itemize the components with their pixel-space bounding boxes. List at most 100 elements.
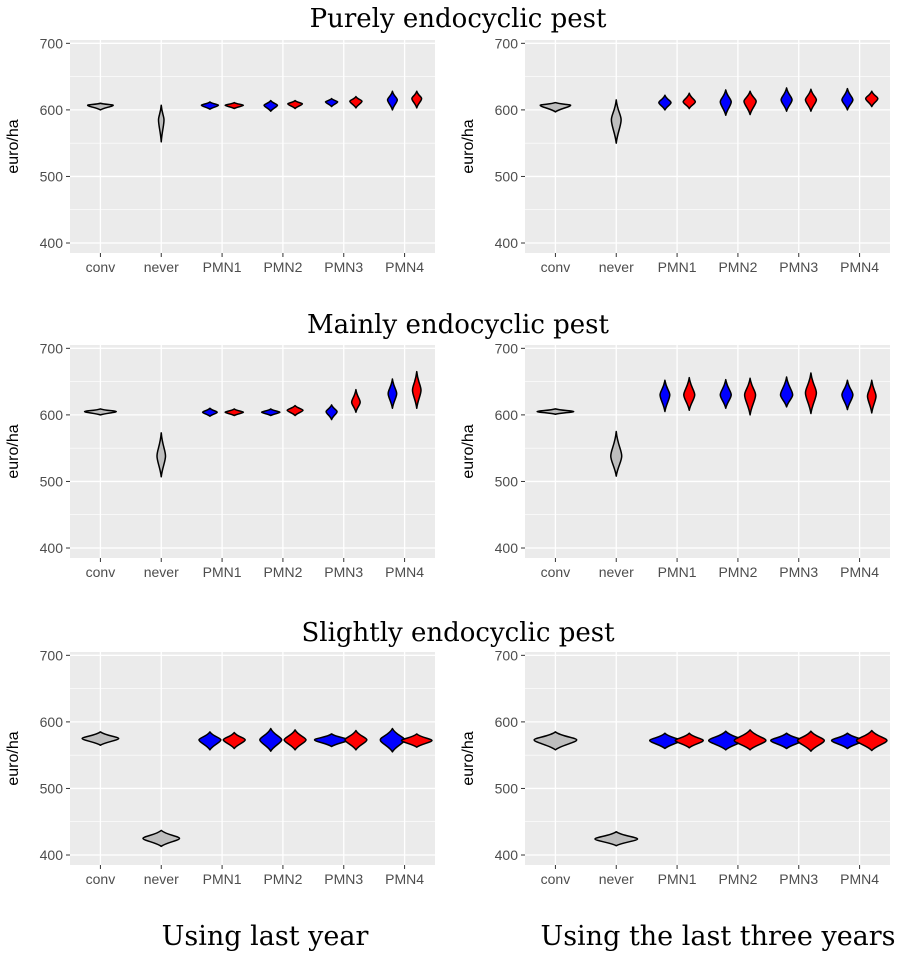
chart-panel-5: 400 500 600 700 conv never PMN1 PMN2 PMN3 PMN4 eur… xyxy=(5,647,435,887)
y-tick-label: 400 xyxy=(495,847,519,863)
chart-panel-1: 400 500 600 700 conv never PMN1 PMN2 PMN3 PMN4 eur… xyxy=(5,35,435,275)
violin-pmn1-red xyxy=(224,101,245,110)
x-tick-label: PMN1 xyxy=(658,259,697,275)
y-tick-label: 500 xyxy=(40,473,64,489)
violin-conv-grey xyxy=(536,408,575,415)
violin-pmn3-blue xyxy=(779,376,794,408)
row-title-purely: Purely endocyclic pest xyxy=(310,4,607,34)
chart-panel-4: 400 500 600 700 conv never PMN1 PMN2 PMN3 PMN4 eur… xyxy=(460,340,890,580)
y-axis-label: euro/ha xyxy=(460,424,477,478)
violin-pmn3-blue xyxy=(325,404,338,421)
x-tick-label: PMN4 xyxy=(840,871,879,887)
violin-pmn4-blue xyxy=(841,379,854,411)
violin-pmn2-red xyxy=(733,729,767,751)
violin-never-grey xyxy=(594,830,639,847)
violin-never-grey xyxy=(157,104,165,143)
x-tick-label: PMN4 xyxy=(840,259,879,275)
violin-pmn4-blue xyxy=(386,90,399,111)
y-tick-label: 700 xyxy=(40,647,64,663)
x-tick-label: PMN1 xyxy=(203,259,242,275)
violin-pmn1-blue xyxy=(201,407,218,417)
violin-pmn1-red xyxy=(224,408,245,417)
violin-pmn2-blue xyxy=(260,408,281,417)
x-tick-label: PMN1 xyxy=(658,871,697,887)
x-tick-label: conv xyxy=(541,259,571,275)
x-tick-label: conv xyxy=(541,871,571,887)
x-tick-label: PMN2 xyxy=(718,564,757,580)
y-axis-label: euro/ha xyxy=(5,119,22,173)
y-tick-label: 500 xyxy=(40,780,64,796)
x-tick-label: conv xyxy=(86,871,116,887)
violin-conv-grey xyxy=(86,102,114,111)
violin-pmn3-red xyxy=(804,372,818,415)
violin-pmn1-blue xyxy=(659,379,671,413)
violin-pmn4-red xyxy=(400,733,433,748)
y-tick-label: 400 xyxy=(40,847,64,863)
violin-pmn4-red xyxy=(855,729,888,752)
violin-pmn2-blue xyxy=(719,378,732,409)
violin-pmn1-blue xyxy=(658,94,672,111)
violin-conv-grey xyxy=(539,101,572,113)
x-tick-label: PMN4 xyxy=(385,564,424,580)
x-tick-label: PMN3 xyxy=(324,259,363,275)
y-tick-label: 500 xyxy=(495,473,519,489)
violin-pmn2-red xyxy=(286,404,304,417)
y-tick-label: 400 xyxy=(40,235,64,251)
x-tick-label: PMN3 xyxy=(779,871,818,887)
x-tick-label: PMN1 xyxy=(658,564,697,580)
violin-pmn1-red xyxy=(683,376,696,411)
violin-pmn2-red xyxy=(287,99,304,110)
y-tick-label: 700 xyxy=(495,340,519,356)
violin-pmn3-blue xyxy=(324,97,339,108)
x-tick-label: PMN3 xyxy=(779,564,818,580)
x-tick-label: PMN4 xyxy=(385,259,424,275)
violin-pmn3-blue xyxy=(780,87,793,112)
y-tick-label: 500 xyxy=(495,780,519,796)
x-tick-label: PMN2 xyxy=(718,259,757,275)
violin-never-grey xyxy=(142,829,181,848)
y-tick-label: 600 xyxy=(495,102,519,118)
x-tick-label: PMN4 xyxy=(840,564,879,580)
x-tick-label: PMN2 xyxy=(718,871,757,887)
y-tick-label: 600 xyxy=(40,407,64,423)
violin-pmn4-blue xyxy=(841,87,854,111)
violin-conv-grey xyxy=(81,731,120,746)
violin-pmn4-blue xyxy=(379,727,406,753)
y-axis-label: euro/ha xyxy=(5,731,22,785)
violin-pmn3-red xyxy=(344,729,368,751)
y-tick-label: 600 xyxy=(495,714,519,730)
y-tick-label: 400 xyxy=(495,540,519,556)
x-tick-label: never xyxy=(144,259,179,275)
column-title-three-years: Using the last three years xyxy=(540,921,895,952)
y-tick-label: 600 xyxy=(40,714,64,730)
panel-background xyxy=(70,652,435,865)
panel-background xyxy=(525,345,890,558)
x-tick-label: PMN2 xyxy=(263,259,302,275)
y-axis-label: euro/ha xyxy=(460,119,477,173)
violin-pmn4-blue xyxy=(387,378,398,409)
chart-panel-3: 400 500 600 700 conv never PMN1 PMN2 PMN3 PMN4 eur… xyxy=(5,340,435,580)
violin-conv-grey xyxy=(83,408,117,416)
y-tick-label: 500 xyxy=(495,168,519,184)
x-tick-label: PMN3 xyxy=(779,259,818,275)
violin-pmn2-blue xyxy=(263,99,279,112)
x-tick-label: never xyxy=(599,564,634,580)
y-tick-label: 700 xyxy=(495,647,519,663)
violin-pmn4-red xyxy=(864,90,879,108)
violin-pmn2-blue xyxy=(259,727,283,752)
violin-pmn1-blue xyxy=(198,731,222,751)
x-tick-label: conv xyxy=(86,259,116,275)
violin-pmn3-red xyxy=(804,88,818,112)
violin-pmn2-red xyxy=(743,90,757,116)
violin-pmn2-red xyxy=(743,377,757,416)
x-tick-label: never xyxy=(599,871,634,887)
panel-background xyxy=(70,40,435,253)
x-tick-label: PMN2 xyxy=(263,564,302,580)
violin-pmn1-red xyxy=(674,732,704,749)
panels-group: 400 500 600 700 conv never PMN1 PMN2 PMN3 PMN4 eur… xyxy=(5,35,890,887)
y-tick-label: 400 xyxy=(40,540,64,556)
violin-pmn2-red xyxy=(283,729,307,751)
y-tick-label: 700 xyxy=(40,340,64,356)
y-tick-label: 500 xyxy=(40,168,64,184)
violin-pmn4-red xyxy=(411,90,423,109)
